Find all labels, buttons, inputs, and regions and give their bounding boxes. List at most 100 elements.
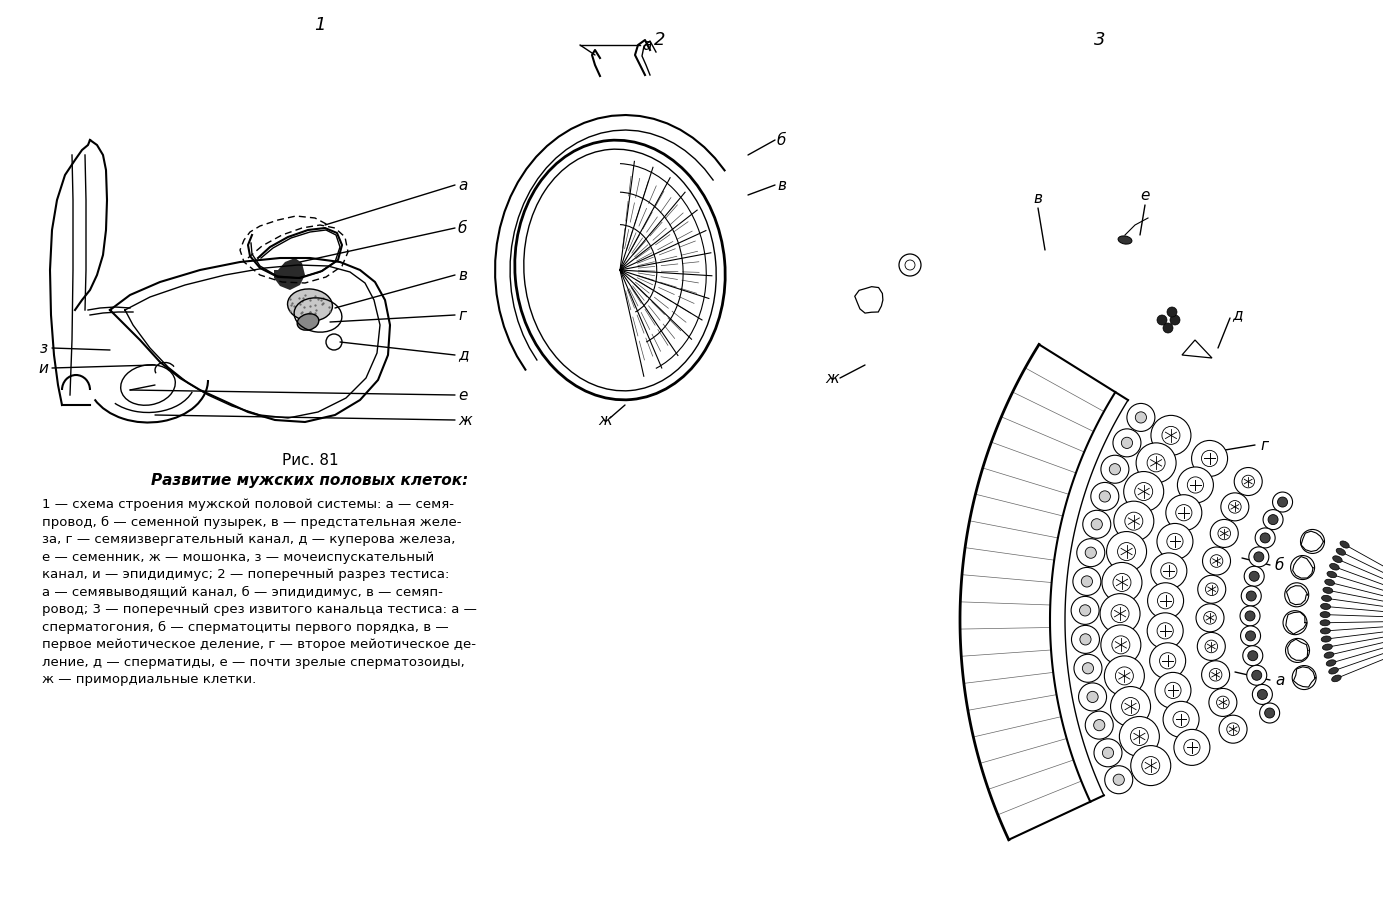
Circle shape xyxy=(1202,661,1229,689)
Circle shape xyxy=(1083,663,1094,674)
Circle shape xyxy=(1177,467,1213,503)
Text: 2: 2 xyxy=(654,31,665,49)
Ellipse shape xyxy=(1340,541,1350,548)
Circle shape xyxy=(1094,739,1122,767)
Circle shape xyxy=(1105,766,1133,794)
Text: г: г xyxy=(1260,438,1268,452)
Circle shape xyxy=(1158,315,1167,325)
Circle shape xyxy=(1105,656,1144,696)
Ellipse shape xyxy=(1321,604,1330,609)
Circle shape xyxy=(1170,315,1180,325)
Circle shape xyxy=(1122,437,1133,448)
Circle shape xyxy=(1256,528,1275,548)
Circle shape xyxy=(1196,604,1224,631)
Circle shape xyxy=(1109,464,1120,475)
Text: Развитие мужских половых клеток:: Развитие мужских половых клеток: xyxy=(151,473,469,488)
Circle shape xyxy=(1198,632,1225,660)
Circle shape xyxy=(1119,717,1159,756)
Circle shape xyxy=(1241,606,1260,626)
Circle shape xyxy=(1086,547,1097,558)
Circle shape xyxy=(1091,518,1102,530)
Text: а: а xyxy=(642,38,651,53)
Circle shape xyxy=(1272,492,1293,512)
Ellipse shape xyxy=(1336,548,1346,555)
Circle shape xyxy=(1091,483,1119,510)
Circle shape xyxy=(1155,673,1191,709)
Circle shape xyxy=(1102,562,1142,603)
Circle shape xyxy=(1278,497,1288,507)
Circle shape xyxy=(1077,539,1105,567)
Text: д: д xyxy=(1232,308,1242,323)
Circle shape xyxy=(1249,547,1268,567)
Circle shape xyxy=(1243,646,1263,666)
Polygon shape xyxy=(274,258,306,290)
Circle shape xyxy=(1075,654,1102,683)
Circle shape xyxy=(1163,701,1199,737)
Text: и: и xyxy=(39,361,48,376)
Text: е: е xyxy=(458,388,467,403)
Circle shape xyxy=(1252,670,1261,680)
Circle shape xyxy=(1073,568,1101,596)
Ellipse shape xyxy=(1322,644,1332,650)
Circle shape xyxy=(1247,650,1257,661)
Circle shape xyxy=(1072,625,1099,653)
Circle shape xyxy=(1203,547,1231,575)
Text: ж: ж xyxy=(597,413,611,428)
Circle shape xyxy=(1079,683,1106,711)
Circle shape xyxy=(1149,643,1185,679)
Circle shape xyxy=(1086,711,1113,739)
Circle shape xyxy=(1246,666,1267,685)
Circle shape xyxy=(1241,626,1260,646)
Circle shape xyxy=(1101,625,1141,665)
Ellipse shape xyxy=(1325,579,1335,586)
Ellipse shape xyxy=(1319,620,1330,626)
Text: 1: 1 xyxy=(314,16,326,34)
Ellipse shape xyxy=(1329,667,1339,674)
Circle shape xyxy=(1263,509,1283,529)
Ellipse shape xyxy=(1322,596,1332,601)
Circle shape xyxy=(1099,491,1111,502)
Circle shape xyxy=(1253,684,1272,704)
Circle shape xyxy=(1254,552,1264,562)
Circle shape xyxy=(1113,501,1153,541)
Circle shape xyxy=(1148,583,1184,619)
Circle shape xyxy=(1300,529,1325,553)
Circle shape xyxy=(1209,688,1236,717)
Circle shape xyxy=(1151,553,1187,589)
Circle shape xyxy=(1167,307,1177,317)
Circle shape xyxy=(1174,729,1210,765)
Circle shape xyxy=(1264,708,1275,718)
Circle shape xyxy=(1163,323,1173,333)
Circle shape xyxy=(1094,719,1105,731)
Circle shape xyxy=(1099,594,1140,633)
Ellipse shape xyxy=(1324,652,1335,658)
Circle shape xyxy=(1083,510,1111,538)
Circle shape xyxy=(1218,715,1247,744)
Circle shape xyxy=(1290,555,1315,579)
Circle shape xyxy=(1242,586,1261,606)
Text: а: а xyxy=(458,178,467,193)
Text: б: б xyxy=(777,133,787,147)
Circle shape xyxy=(1082,576,1093,587)
Text: ж: ж xyxy=(826,370,839,386)
Circle shape xyxy=(1101,456,1129,483)
Ellipse shape xyxy=(1117,236,1131,244)
Circle shape xyxy=(1131,745,1171,786)
Ellipse shape xyxy=(1333,556,1342,562)
Text: е: е xyxy=(1141,187,1149,203)
Circle shape xyxy=(1249,571,1259,581)
Text: 3: 3 xyxy=(1094,31,1106,49)
Circle shape xyxy=(1257,690,1267,700)
Text: д: д xyxy=(458,347,469,362)
Circle shape xyxy=(1234,467,1263,495)
Text: 1 — схема строения мужской половой системы: а — семя-
провод, б — семенной пузыр: 1 — схема строения мужской половой систе… xyxy=(41,498,477,686)
Circle shape xyxy=(1087,692,1098,702)
Circle shape xyxy=(1113,774,1124,786)
Circle shape xyxy=(1080,634,1091,645)
Circle shape xyxy=(1192,440,1228,476)
Circle shape xyxy=(1124,472,1163,511)
Circle shape xyxy=(1283,611,1307,635)
Text: в: в xyxy=(458,267,467,283)
Ellipse shape xyxy=(1321,636,1332,642)
Circle shape xyxy=(1127,404,1155,431)
